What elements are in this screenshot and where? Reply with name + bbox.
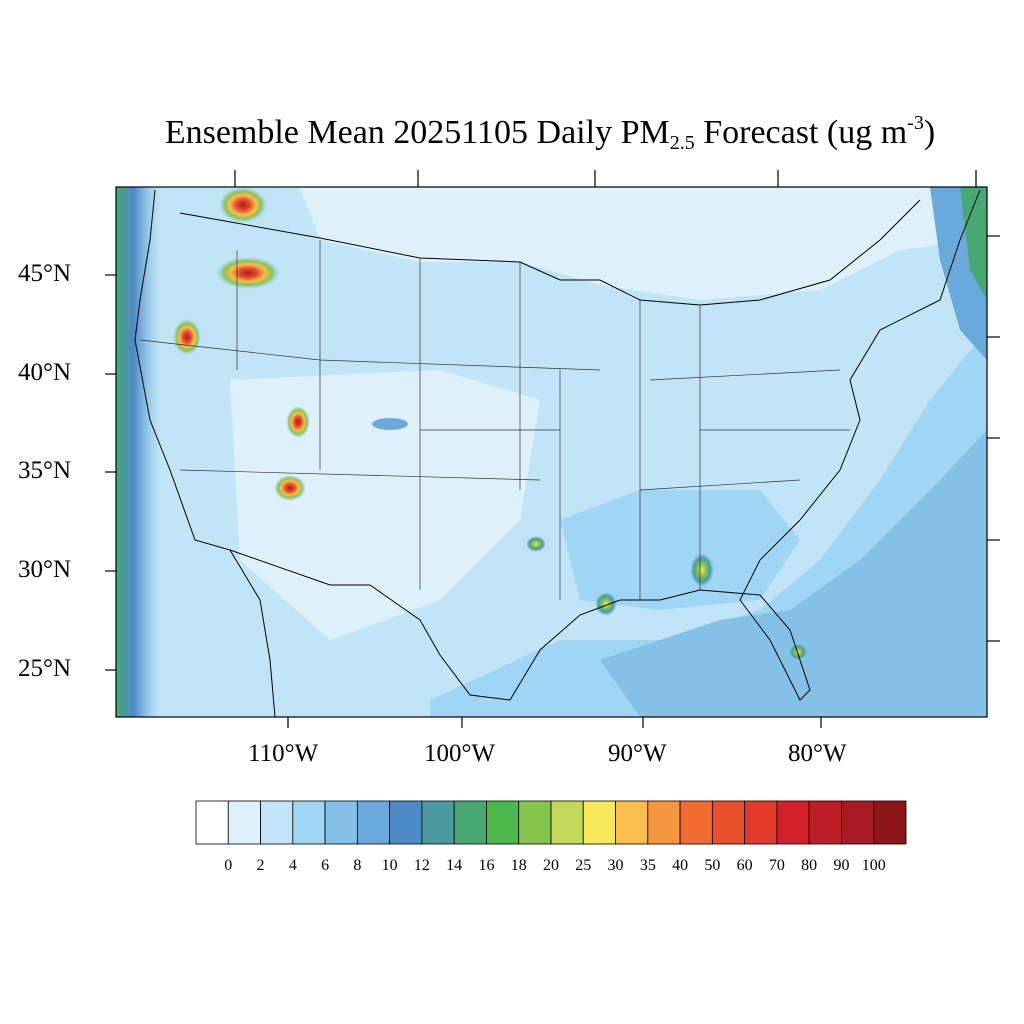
- lon-label-90w: 90°W: [608, 740, 667, 767]
- moderate-colorado: [372, 418, 408, 430]
- colorbar-tick-label: 70: [768, 857, 785, 874]
- colorbar-tick-label: 60: [736, 857, 753, 874]
- southeast-region: [560, 490, 800, 610]
- colorbar-swatch: [195, 800, 229, 845]
- colorbar-tick-label: 100: [861, 857, 886, 874]
- colorbar-swatch: [582, 800, 616, 845]
- colorbar-swatch: [486, 800, 520, 845]
- pacific-coast-band: [116, 187, 161, 717]
- title-end: ): [923, 114, 936, 151]
- colorbar-swatch: [421, 800, 455, 845]
- atlantic-coastline: [739, 189, 981, 601]
- ticks: [105, 170, 1000, 728]
- colorbar-swatch: [841, 800, 875, 845]
- hotspot-arizona: [274, 475, 306, 501]
- colorbar-swatch: [647, 800, 681, 845]
- colorbar-tick-label: 8: [353, 857, 362, 874]
- colorbar-swatch: [550, 800, 584, 845]
- gulf-coastline: [229, 549, 811, 701]
- colorbar-tick-label: 14: [446, 857, 463, 874]
- title-units: Forecast (ug m: [694, 114, 908, 151]
- map-frame: [115, 186, 988, 718]
- title-main: Ensemble Mean 20251105 Daily PM: [164, 114, 670, 151]
- colorbar-swatch: [356, 800, 391, 845]
- map-field: [116, 187, 987, 717]
- title-superscript: -3: [907, 112, 924, 134]
- colorbar-tick-label: 50: [704, 857, 721, 874]
- colorbar-swatch: [711, 800, 746, 845]
- hotspot-bc: [219, 187, 267, 223]
- state-lines: [139, 240, 850, 600]
- colorbar-tick-label: 40: [672, 857, 689, 874]
- ocean-dark-region: [600, 430, 987, 717]
- colorbar-swatch: [518, 800, 552, 845]
- hotspot-oregon: [173, 319, 201, 355]
- hotspot-florida: [789, 644, 807, 660]
- colorbar-tick-label: 18: [510, 857, 527, 874]
- colorbar-swatch: [324, 800, 358, 845]
- colorbar-swatch: [260, 800, 294, 845]
- colorbar-tick-label: 90: [833, 857, 850, 874]
- boundaries: [134, 189, 981, 718]
- colorbar-swatch: [453, 800, 487, 845]
- colorbar-tick-label: 35: [639, 857, 656, 874]
- colorbar-tick-label: 12: [413, 857, 430, 874]
- lat-label-35: 35°N: [18, 457, 72, 484]
- hotspot-utah: [286, 406, 310, 438]
- colorbar-swatch: [292, 800, 326, 845]
- colorbar-swatch: [808, 800, 842, 845]
- title-subscript: 2.5: [669, 132, 695, 154]
- map-title: Ensemble Mean 20251105 Daily PM2.5 Forec…: [0, 112, 1024, 155]
- colorbar-swatch: [615, 800, 649, 845]
- hotspot-oklahoma: [526, 536, 546, 552]
- colorbar-swatch: [776, 800, 810, 845]
- colorbar-tick-label: 80: [801, 857, 818, 874]
- colorbar-tick-label: 10: [381, 857, 398, 874]
- lat-label-40: 40°N: [18, 359, 72, 386]
- lat-label-25: 25°N: [18, 655, 72, 682]
- colorbar-tick-label: 25: [575, 857, 592, 874]
- lon-label-110w: 110°W: [248, 740, 319, 767]
- colorbar-swatch: [227, 800, 261, 845]
- lat-label-30: 30°N: [18, 556, 72, 583]
- colorbar-tick-label: 4: [288, 857, 297, 874]
- colorbar-tick-label: 20: [543, 857, 559, 874]
- colorbar-swatch: [873, 800, 907, 845]
- colorbar-tick-label: 6: [321, 857, 330, 874]
- hotspot-louisiana: [595, 592, 617, 616]
- west-coastline: [134, 189, 276, 718]
- hotspot-idaho: [216, 257, 280, 289]
- lat-label-45: 45°N: [18, 260, 72, 287]
- colorbar-tick-label: 0: [224, 857, 233, 874]
- canada-border: [179, 199, 921, 306]
- canada-light-region: [300, 187, 980, 300]
- colorbar-swatch: [389, 800, 423, 845]
- lon-label-100w: 100°W: [424, 740, 496, 767]
- lon-label-80w: 80°W: [788, 740, 847, 767]
- colorbar-swatch: [679, 800, 713, 845]
- colorbar-swatch: [744, 800, 778, 845]
- atlantic-northeast-core: [960, 187, 987, 300]
- hotspot-alabama: [690, 553, 714, 587]
- colorbar-tick-label: 2: [256, 857, 265, 874]
- colorbar-tick-label: 30: [607, 857, 624, 874]
- colorbar: [195, 800, 907, 845]
- colorbar-tick-label: 16: [478, 857, 495, 874]
- interior-light-region: [230, 370, 540, 640]
